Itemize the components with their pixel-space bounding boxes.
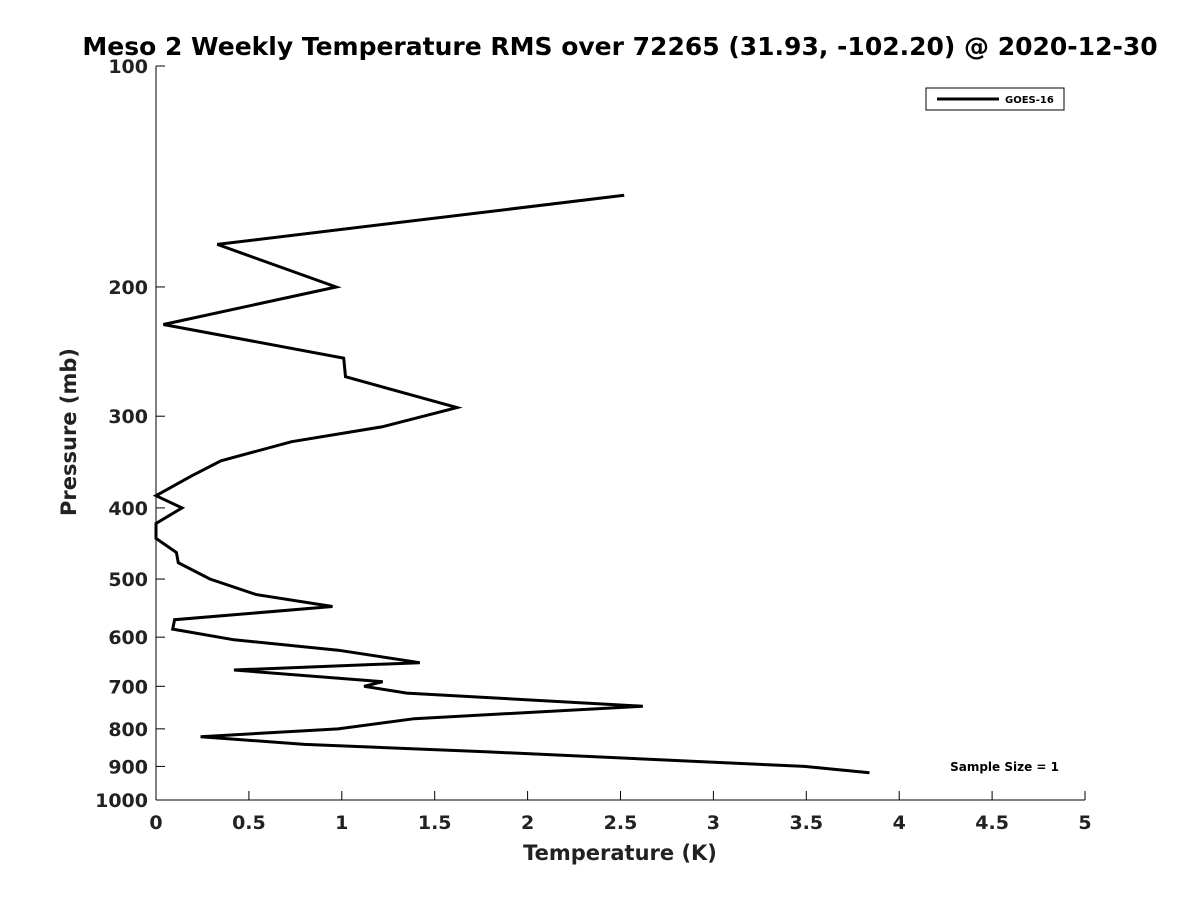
x-axis: 0 0.5 1 1.5 2 2.5 3 3.5 4 4.5 5 <box>149 791 1092 834</box>
series-line-goes-16 <box>152 193 870 775</box>
y-tick-label: 600 <box>108 627 148 649</box>
y-tick-label: 400 <box>108 498 148 520</box>
legend: GOES-16 <box>925 87 1065 111</box>
series-layer <box>152 193 870 775</box>
x-tick-label: 3 <box>707 812 720 834</box>
x-tick-label: 2.5 <box>604 812 638 834</box>
x-tick-label: 0 <box>149 812 162 834</box>
y-tick-label: 900 <box>108 756 148 778</box>
y-tick-label: 300 <box>108 406 148 428</box>
legend-label-goes-16: GOES-16 <box>1005 95 1054 106</box>
x-tick-label: 2 <box>521 812 534 834</box>
sample-size-annotation: Sample Size = 1 <box>950 760 1059 774</box>
y-tick-label: 100 <box>108 56 148 78</box>
x-tick-label: 1 <box>335 812 348 834</box>
x-axis-label: Temperature (K) <box>523 841 717 865</box>
x-tick-label: 5 <box>1078 812 1091 834</box>
y-tick-label: 500 <box>108 569 148 591</box>
y-tick-label: 800 <box>108 719 148 741</box>
x-tick-label: 4.5 <box>975 812 1009 834</box>
y-tick-label: 1000 <box>95 790 148 812</box>
y-tick-label: 200 <box>108 277 148 299</box>
y-axis-label: Pressure (mb) <box>57 348 81 516</box>
x-tick-label: 0.5 <box>232 812 266 834</box>
x-tick-label: 1.5 <box>418 812 452 834</box>
chart-title: Meso 2 Weekly Temperature RMS over 72265… <box>82 32 1157 61</box>
y-tick-label: 700 <box>108 676 148 698</box>
y-axis: 100 200 300 400 500 600 700 800 900 1000 <box>95 56 165 812</box>
x-tick-label: 3.5 <box>789 812 823 834</box>
x-tick-label: 4 <box>893 812 906 834</box>
